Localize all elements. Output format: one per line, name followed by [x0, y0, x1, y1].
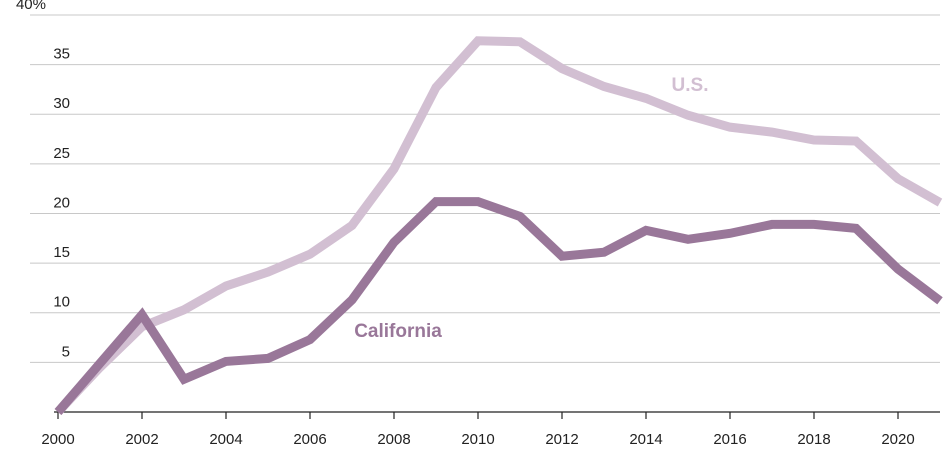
x-tick-label: 2020 [881, 431, 914, 448]
y-tick-label: 35 [53, 46, 70, 63]
y-tick-label: 5 [62, 343, 70, 360]
x-tick-label: 2014 [629, 431, 662, 448]
series-label: California [354, 321, 442, 342]
x-tick-label: 2012 [545, 431, 578, 448]
x-tick-label: 2000 [41, 431, 74, 448]
x-tick-label: 2016 [713, 431, 746, 448]
x-tick-label: 2018 [797, 431, 830, 448]
y-tick-label: 20 [53, 194, 70, 211]
x-tick-label: 2006 [293, 431, 326, 448]
y-tick-label: 40% [16, 0, 46, 13]
series-label: U.S. [672, 75, 709, 96]
x-tick-label: 2004 [209, 431, 242, 448]
y-tick-label: 10 [53, 294, 70, 311]
x-tick-label: 2010 [461, 431, 494, 448]
x-tick-label: 2002 [125, 431, 158, 448]
x-tick-label: 2008 [377, 431, 410, 448]
y-tick-label: 30 [53, 95, 70, 112]
y-tick-label: 15 [53, 244, 70, 261]
series-line [54, 36, 943, 416]
series-line [54, 197, 943, 415]
y-tick-label: 25 [53, 145, 70, 162]
